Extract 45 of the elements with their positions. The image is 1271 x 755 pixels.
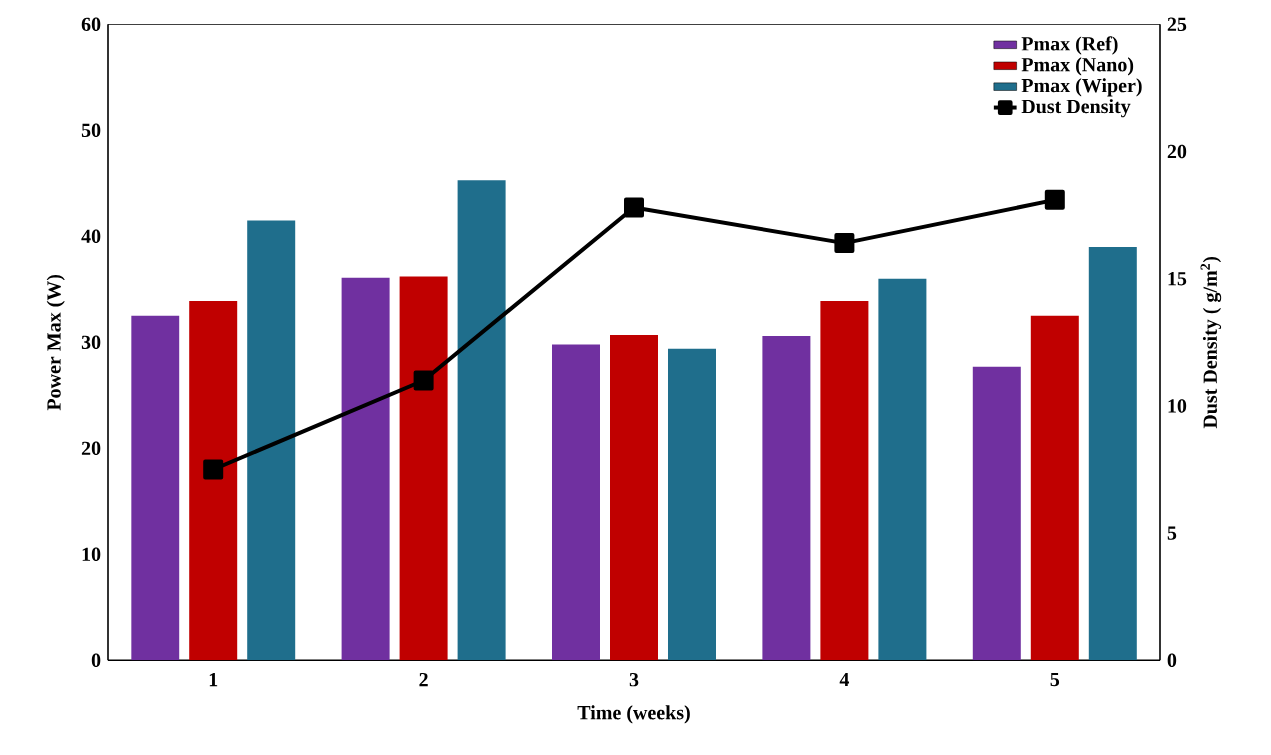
bar [762, 335, 811, 661]
legend-label: Pmax (Ref) [1021, 36, 1118, 55]
legend-label: Dust Density [1021, 99, 1131, 118]
bar [189, 300, 238, 661]
y2-tick-label: 10 [1168, 399, 1187, 413]
y-tick-label: 50 [81, 123, 101, 138]
y2-tick-label: 5 [1167, 526, 1177, 540]
y-tick-label: 60 [81, 17, 101, 32]
point [834, 233, 855, 254]
point [624, 197, 644, 218]
bar [457, 180, 506, 661]
y-tick-label: 10 [82, 547, 101, 562]
point [203, 459, 224, 480]
y-tick-label: 20 [81, 441, 101, 456]
y2-axis-title: Dust Density ( g/m$^{2}$) [1200, 256, 1222, 429]
x-tick-label: 2 [419, 672, 428, 687]
legend-label: Pmax (Wiper) [1021, 78, 1142, 97]
y-tick-label: 30 [81, 335, 101, 350]
bar [131, 315, 180, 661]
bar [1030, 315, 1079, 661]
x-tick-label: 3 [629, 672, 639, 687]
legend-label: Pmax (Nano) [1021, 57, 1134, 76]
x-tick-label: 1 [209, 672, 218, 687]
point [413, 370, 434, 391]
x-axis-title: Time (weeks) [577, 705, 690, 724]
bar [972, 366, 1021, 661]
y-tick-label: 40 [81, 229, 101, 244]
point [1044, 189, 1065, 210]
bar [341, 277, 390, 661]
bar [552, 344, 600, 661]
x-tick-label: 5 [1050, 672, 1060, 687]
x-tick-label: 4 [839, 672, 850, 687]
bar [247, 220, 296, 661]
y-axis-title: Power Max (W) [46, 274, 65, 411]
bar [820, 300, 869, 661]
bar [668, 348, 716, 661]
bar [1088, 246, 1137, 661]
y2-tick-label: 0 [1167, 653, 1177, 668]
y2-tick-label: 25 [1167, 17, 1187, 32]
y2-tick-label: 20 [1167, 144, 1187, 159]
bar [399, 276, 448, 661]
y2-tick-label: 15 [1168, 272, 1187, 286]
y-tick-label: 0 [91, 653, 101, 668]
bar [610, 334, 658, 661]
bar [878, 278, 927, 661]
